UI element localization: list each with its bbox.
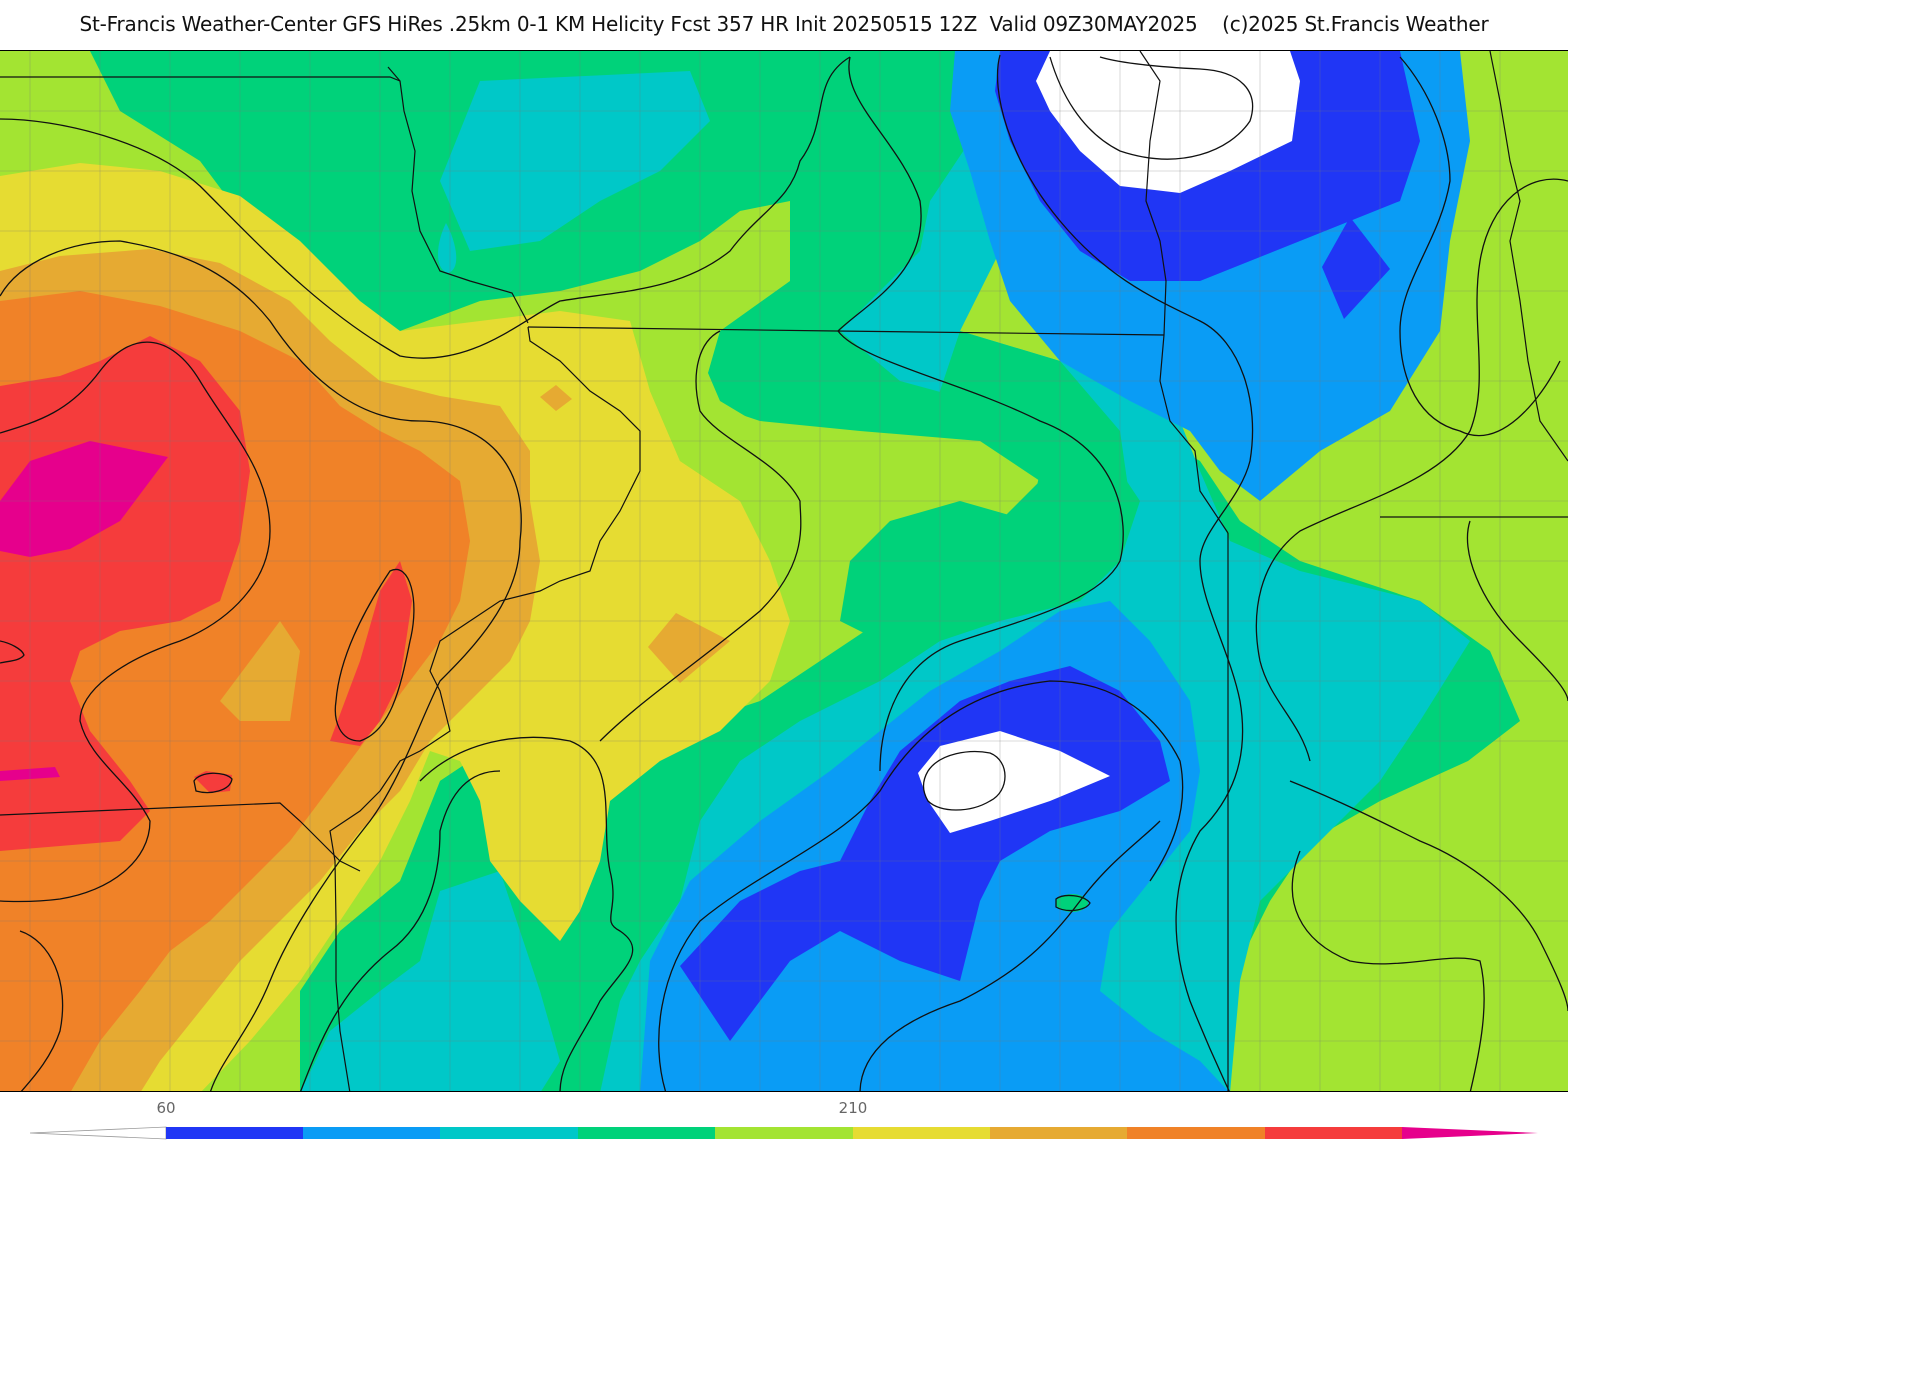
contour-3: [0, 341, 271, 903]
contour-14: [1055, 894, 1091, 912]
contour-6: [193, 772, 233, 794]
contour-1: [0, 56, 851, 359]
contour-21: [1289, 780, 1568, 1012]
contour-12: [859, 820, 1161, 1091]
colorbar-segment: [303, 1127, 440, 1139]
contour-13: [922, 750, 1006, 811]
contour-16: [996, 54, 1254, 1091]
colorbar-segment: [578, 1127, 715, 1139]
contour-18: [1399, 56, 1561, 437]
state-boundaries: [0, 51, 1568, 1091]
fill-green-mid: [840, 331, 1130, 651]
fill-red-strip: [330, 561, 412, 746]
boundary-north: [0, 76, 401, 82]
colorbar-segment: [1265, 1127, 1402, 1139]
colorbar-segment: [166, 1127, 303, 1139]
fill-red-spot: [194, 771, 232, 793]
fill-cyan-region-north: [400, 51, 1470, 1091]
contour-7: [0, 640, 25, 664]
colorbar-segment: [990, 1127, 1127, 1139]
contour-9: [300, 770, 501, 1091]
fill-light-orange-spot: [540, 385, 572, 411]
boundary-river-east: [1139, 51, 1229, 534]
helicity-map: [0, 50, 1568, 1092]
fill-light-orange-notch: [220, 621, 300, 721]
map-title: St-Francis Weather-Center GFS HiRes .25k…: [79, 12, 1489, 36]
colorbar-segment: [1127, 1127, 1265, 1139]
colorbar: [29, 1126, 1538, 1140]
fill-magenta-sliver: [0, 767, 60, 781]
fill-cyan-lake-drop: [438, 223, 457, 273]
contour-19: [1255, 178, 1568, 762]
fill-blue-ne-diamond: [1322, 217, 1390, 319]
contour-11: [658, 680, 1184, 1091]
contour-8: [419, 736, 634, 1091]
colorbar-segment: [440, 1127, 578, 1139]
colorbar-segment: [715, 1127, 853, 1139]
helicity-contours: [0, 54, 1568, 1091]
boundary-river-north: [387, 66, 529, 324]
contour-4: [19, 930, 64, 1091]
colorbar-low-extension: [29, 1126, 167, 1140]
colorbar-tick-label: 60: [156, 1099, 176, 1117]
colorbar-high-extension: [1402, 1127, 1538, 1139]
fill-cyan-lower: [300, 871, 560, 1091]
fill-light-orange-diamond: [648, 613, 730, 683]
fill-yellow-green-wedge: [640, 331, 770, 501]
fill-white-south: [918, 731, 1110, 833]
fill-magenta-west: [0, 441, 168, 557]
contour-15: [837, 56, 1124, 772]
contour-5: [334, 568, 415, 742]
fill-white-ne: [1036, 51, 1300, 193]
colorbar-tick-label: 210: [838, 1099, 868, 1117]
boundary-east-west-1: [527, 326, 1165, 336]
colorbar-segment: [853, 1127, 990, 1139]
contour-10: [599, 330, 802, 742]
contour-20: [1466, 520, 1568, 702]
contour-2: [0, 240, 522, 1091]
contour-17: [1049, 56, 1254, 160]
contour-22: [1291, 850, 1485, 1091]
boundary-east-ne: [1489, 51, 1568, 462]
boundary-river-south: [329, 326, 641, 1091]
fill-green-isle: [1056, 894, 1088, 912]
county-lines: [0, 51, 1568, 1091]
